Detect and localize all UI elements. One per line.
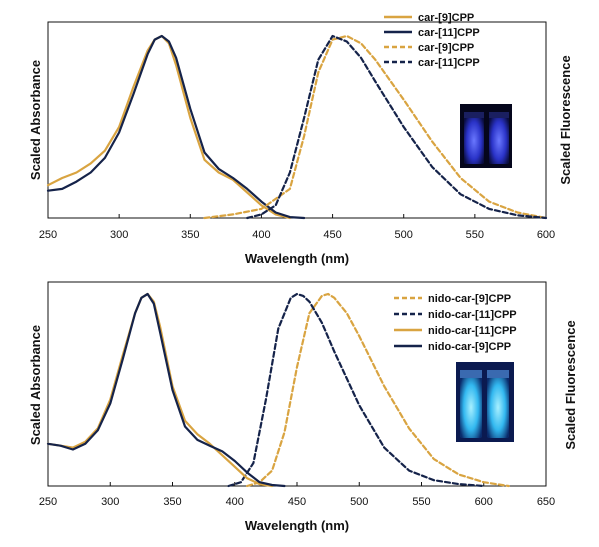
x-tick-label: 400 bbox=[226, 496, 244, 508]
series-group bbox=[46, 292, 510, 488]
series-line-3 bbox=[46, 292, 274, 488]
x-tick-label: 450 bbox=[288, 496, 306, 508]
x-axis-title: Wavelength (nm) bbox=[245, 518, 349, 533]
legend-label: nido-car-[11]CPP bbox=[428, 325, 517, 337]
x-tick-label: 350 bbox=[181, 229, 199, 241]
series-line-3 bbox=[203, 34, 548, 220]
x-tick-label: 500 bbox=[350, 496, 368, 508]
absorbance-fluorescence-panel-top: 250 300 350 400 450 500 550 600 Wavelength (nm)… bbox=[28, 12, 573, 266]
y-axis-title-left: Scaled Absorbance bbox=[28, 60, 43, 180]
x-tick-label: 500 bbox=[395, 229, 413, 241]
cuvette-photo bbox=[460, 104, 512, 168]
x-tick-label: 300 bbox=[101, 496, 119, 508]
legend: car-[9]CPP car-[11]CPP car-[9]CPP car-[11]C… bbox=[384, 12, 480, 69]
x-axis-ticks: 250 300 350 400 450 500 550 600 650 bbox=[39, 482, 555, 508]
x-tick-label: 550 bbox=[466, 229, 484, 241]
legend-label: car-[11]CPP bbox=[418, 57, 480, 69]
series-line-1 bbox=[46, 34, 291, 220]
x-tick-label: 650 bbox=[537, 496, 555, 508]
legend-label: nido-car-[9]CPP bbox=[428, 293, 511, 305]
x-tick-label: 600 bbox=[537, 229, 555, 241]
x-tick-label: 250 bbox=[39, 229, 57, 241]
series-line-1 bbox=[246, 292, 510, 488]
series-line-4 bbox=[46, 292, 286, 488]
absorbance-fluorescence-panel-bottom: 250 300 350 400 450 500 550 600 650 Wavelength (… bbox=[28, 281, 578, 533]
x-tick-label: 450 bbox=[323, 229, 341, 241]
series-line-2 bbox=[46, 34, 306, 220]
x-axis-title: Wavelength (nm) bbox=[245, 251, 349, 266]
legend-label: nido-car-[9]CPP bbox=[428, 341, 511, 353]
series-line-2 bbox=[227, 292, 485, 488]
y-axis-title-right: Scaled Fluorescence bbox=[563, 320, 578, 449]
x-tick-label: 250 bbox=[39, 496, 57, 508]
legend-label: car-[9]CPP bbox=[418, 12, 474, 24]
x-tick-label: 300 bbox=[110, 229, 128, 241]
series-group bbox=[46, 34, 548, 220]
legend: nido-car-[9]CPP nido-car-[11]CPP nido-car-… bbox=[394, 293, 517, 353]
series-line-4 bbox=[246, 34, 548, 220]
legend-label: car-[11]CPP bbox=[418, 27, 480, 39]
legend-label: car-[9]CPP bbox=[418, 42, 474, 54]
x-tick-label: 600 bbox=[475, 496, 493, 508]
x-axis-ticks: 250 300 350 400 450 500 550 600 bbox=[39, 214, 555, 241]
legend-label: nido-car-[11]CPP bbox=[428, 309, 517, 321]
x-tick-label: 550 bbox=[412, 496, 430, 508]
y-axis-title-right: Scaled Fluorescence bbox=[558, 55, 573, 184]
x-tick-label: 350 bbox=[163, 496, 181, 508]
y-axis-title-left: Scaled Absorbance bbox=[28, 325, 43, 445]
cuvette-photo bbox=[456, 362, 514, 442]
x-tick-label: 400 bbox=[252, 229, 270, 241]
